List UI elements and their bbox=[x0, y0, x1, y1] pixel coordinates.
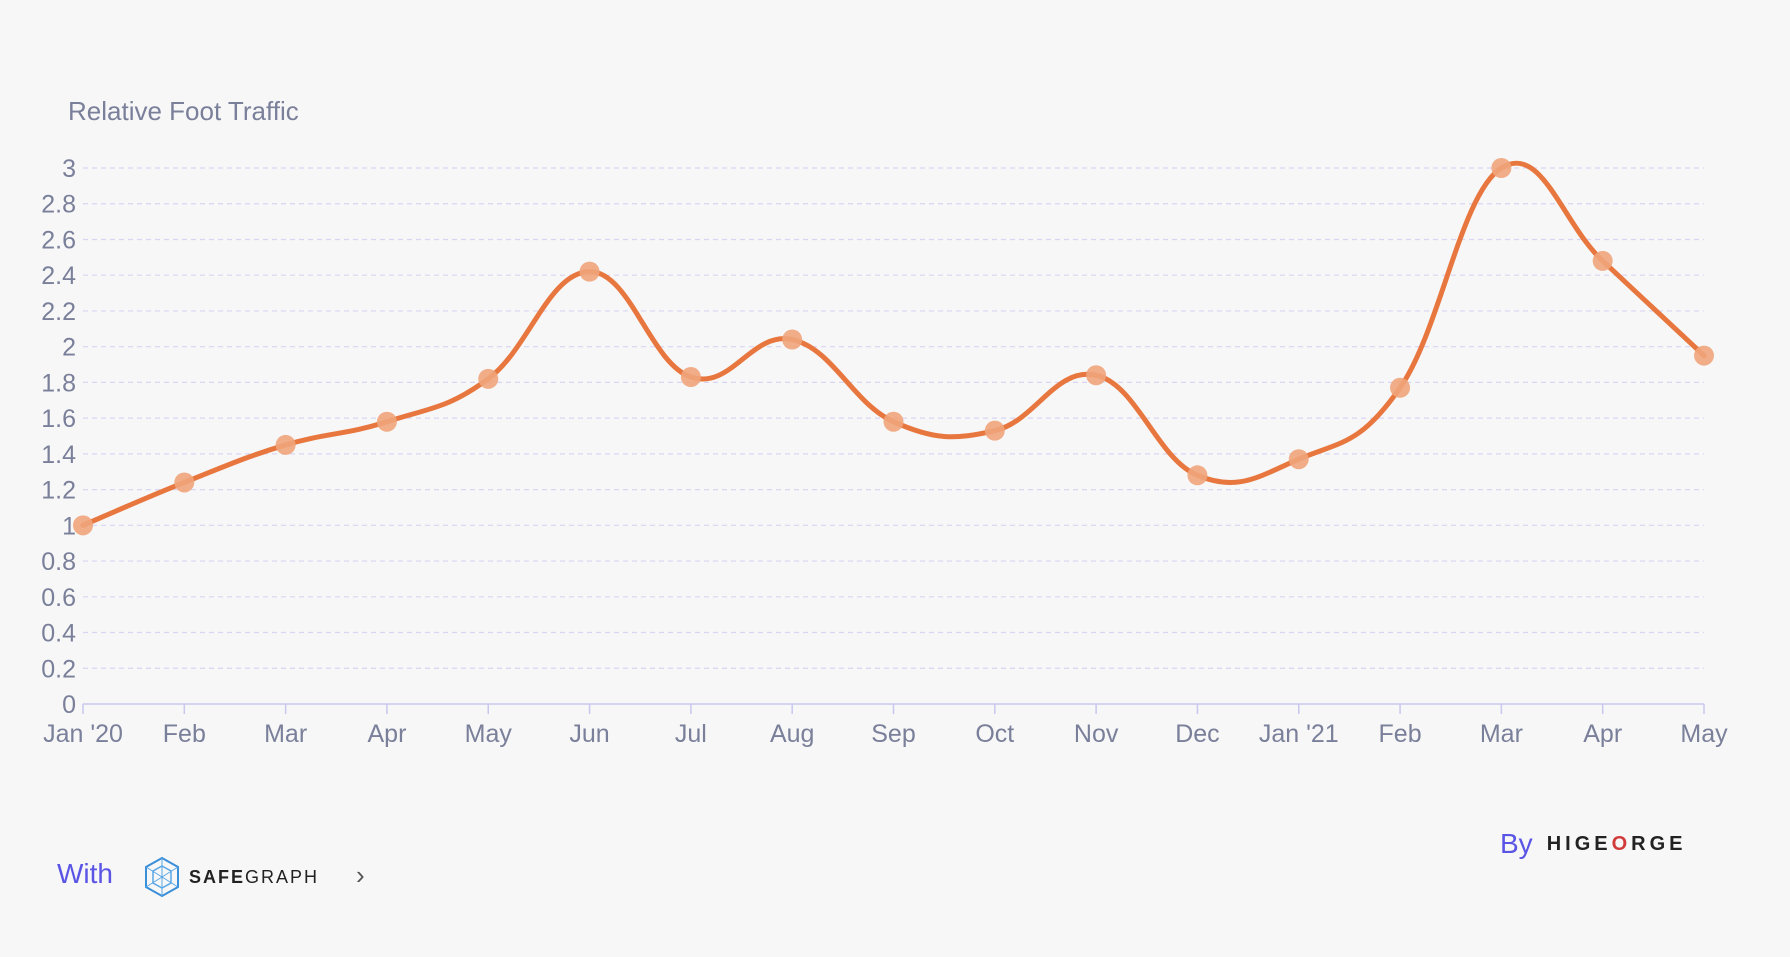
grid-lines bbox=[83, 167, 1704, 669]
data-point[interactable] bbox=[1187, 465, 1208, 486]
y-tick-label: 0.4 bbox=[41, 620, 76, 648]
y-tick-label: 2.2 bbox=[41, 298, 76, 326]
x-tick-label: Oct bbox=[975, 720, 1014, 748]
y-tick-label: 2.4 bbox=[41, 262, 76, 290]
y-tick-label: 2.8 bbox=[41, 191, 76, 219]
y-tick-label: 2.6 bbox=[41, 226, 76, 254]
with-label: With bbox=[57, 858, 113, 889]
data-point[interactable] bbox=[73, 515, 93, 536]
y-tick-label: 3 bbox=[62, 155, 76, 183]
x-tick-label: Mar bbox=[1480, 720, 1523, 748]
data-point[interactable] bbox=[174, 472, 195, 493]
x-tick-label: Sep bbox=[871, 720, 915, 748]
data-point[interactable] bbox=[1491, 158, 1512, 178]
y-axis: 0 0.2 0.4 0.6 0.8 1 1.2 1.4 1.6 1.8 2 2.2 2.4 2.6 2.8 3 bbox=[41, 155, 76, 719]
line-chart: Relative Foot Traffic 0 0.2 0.4 0.6 0.8 1 1.2 1… bbox=[41, 96, 1728, 748]
credit: By HIGEORGE bbox=[1500, 828, 1687, 860]
higeorge-logo[interactable]: HIGEORGE bbox=[1546, 832, 1687, 855]
x-tick-label: Jan '21 bbox=[1259, 720, 1339, 748]
data-point[interactable] bbox=[1288, 449, 1309, 470]
x-tick-label: Jul bbox=[675, 720, 707, 748]
data-point[interactable] bbox=[275, 434, 296, 455]
y-tick-label: 2 bbox=[62, 334, 76, 362]
y-tick-label: 1 bbox=[62, 512, 76, 540]
x-tick-label: Aug bbox=[770, 720, 814, 748]
x-tick-label: May bbox=[465, 720, 513, 748]
chart-title: Relative Foot Traffic bbox=[68, 96, 299, 126]
foot-traffic-line bbox=[80, 160, 1707, 528]
x-tick-label: Apr bbox=[1583, 720, 1622, 748]
data-point[interactable] bbox=[1592, 250, 1613, 271]
data-point[interactable] bbox=[680, 367, 701, 388]
y-tick-label: 1.8 bbox=[41, 369, 76, 397]
safegraph-wordmark: SAFEGRAPH bbox=[189, 866, 320, 887]
y-tick-label: 0.6 bbox=[41, 584, 76, 612]
x-tick-label: Apr bbox=[367, 720, 406, 748]
y-tick-label: 1.4 bbox=[41, 441, 76, 469]
x-tick-label: Feb bbox=[1379, 720, 1422, 748]
y-tick-label: 0 bbox=[62, 691, 76, 719]
by-label: By bbox=[1500, 828, 1533, 859]
data-point[interactable] bbox=[1086, 365, 1107, 386]
x-tick-label: Nov bbox=[1074, 720, 1119, 748]
x-tick-label: May bbox=[1680, 720, 1728, 748]
data-point[interactable] bbox=[782, 329, 803, 350]
safegraph-icon bbox=[145, 856, 179, 898]
data-point[interactable] bbox=[1390, 377, 1411, 398]
data-point[interactable] bbox=[984, 420, 1005, 441]
data-point[interactable] bbox=[1694, 345, 1714, 366]
y-tick-label: 0.2 bbox=[41, 655, 76, 683]
data-point[interactable] bbox=[478, 368, 499, 389]
data-point[interactable] bbox=[883, 411, 904, 432]
y-tick-label: 1.2 bbox=[41, 477, 76, 505]
data-point[interactable] bbox=[579, 261, 600, 282]
data-points bbox=[73, 158, 1714, 536]
y-tick-label: 1.6 bbox=[41, 405, 76, 433]
data-point[interactable] bbox=[376, 411, 397, 432]
x-tick-label: Mar bbox=[264, 720, 307, 748]
x-tick-label: Feb bbox=[163, 720, 206, 748]
x-axis: Jan '20 Feb Mar Apr May Jun Jul Aug Sep Oct Nov Dec… bbox=[43, 703, 1728, 748]
x-tick-label: Dec bbox=[1175, 720, 1219, 748]
x-tick-label: Jun bbox=[569, 720, 609, 748]
y-tick-label: 0.8 bbox=[41, 548, 76, 576]
chevron-right-icon[interactable]: › bbox=[356, 860, 365, 890]
x-tick-label: Jan '20 bbox=[43, 720, 123, 748]
safegraph-logo[interactable]: SAFEGRAPH bbox=[143, 856, 319, 898]
